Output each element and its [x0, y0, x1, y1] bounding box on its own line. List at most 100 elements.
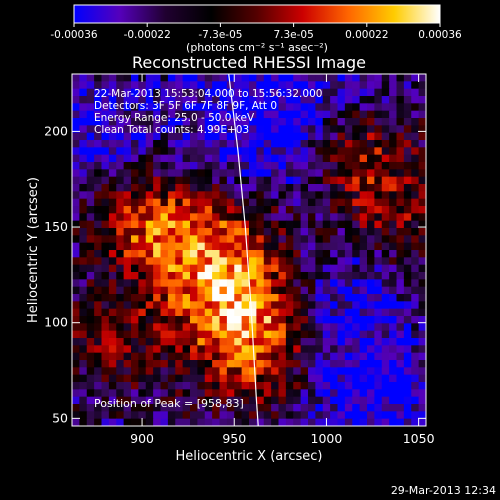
- heatmap-cell: [153, 264, 162, 273]
- heatmap-cell: [418, 132, 426, 141]
- heatmap-cell: [308, 323, 316, 332]
- heatmap-cell: [175, 169, 184, 178]
- heatmap-cell: [344, 81, 353, 90]
- heatmap-cell: [182, 330, 191, 339]
- heatmap-cell: [403, 389, 412, 398]
- heatmap-cell: [418, 103, 426, 112]
- heatmap-cell: [293, 279, 302, 288]
- heatmap-cell: [403, 367, 412, 376]
- heatmap-cell: [330, 132, 339, 141]
- heatmap-cell: [396, 367, 405, 376]
- heatmap-cell: [175, 294, 184, 302]
- heatmap-cell: [403, 345, 412, 354]
- heatmap-cell: [418, 147, 426, 156]
- heatmap-cell: [241, 125, 250, 134]
- heatmap-cell: [418, 257, 426, 266]
- heatmap-cell: [308, 382, 316, 390]
- heatmap-cell: [249, 162, 257, 170]
- heatmap-cell: [411, 125, 420, 134]
- heatmap-cell: [315, 374, 324, 383]
- heatmap-cell: [337, 330, 346, 339]
- heatmap-cell: [138, 257, 147, 266]
- heatmap-cell: [234, 367, 243, 376]
- heatmap-cell: [175, 396, 184, 405]
- heatmap-cell: [160, 374, 169, 383]
- heatmap-cell: [190, 360, 198, 368]
- heatmap-cell: [411, 96, 420, 104]
- heatmap-cell: [381, 323, 390, 332]
- heatmap-cell: [337, 286, 346, 295]
- heatmap-cell: [396, 418, 405, 426]
- heatmap-cell: [108, 389, 117, 398]
- heatmap-cell: [190, 411, 198, 420]
- heatmap-cell: [131, 206, 139, 214]
- heatmap-cell: [403, 103, 412, 112]
- heatmap-cell: [396, 242, 405, 251]
- heatmap-cell: [308, 308, 316, 317]
- heatmap-cell: [352, 74, 361, 82]
- heatmap-cell: [79, 352, 88, 361]
- heatmap-cell: [389, 206, 398, 214]
- heatmap-cell: [352, 389, 361, 398]
- heatmap-cell: [249, 411, 257, 420]
- heatmap-cell: [167, 301, 176, 310]
- heatmap-cell: [285, 404, 294, 412]
- heatmap-cell: [367, 110, 375, 119]
- heatmap-cell: [344, 338, 353, 346]
- heatmap-cell: [300, 382, 309, 390]
- heatmap-cell: [226, 213, 235, 222]
- heatmap-cell: [204, 264, 213, 273]
- heatmap-cell: [79, 88, 88, 97]
- heatmap-cell: [293, 242, 302, 251]
- heatmap-cell: [249, 418, 257, 426]
- heatmap-cell: [123, 338, 132, 346]
- heatmap-cell: [359, 411, 368, 420]
- heatmap-cell: [403, 382, 412, 390]
- heatmap-cell: [396, 389, 405, 398]
- heatmap-cell: [359, 125, 368, 134]
- heatmap-cell: [190, 323, 198, 332]
- heatmap-cell: [256, 220, 265, 229]
- heatmap-cell: [403, 140, 412, 148]
- heatmap-cell: [315, 74, 324, 82]
- heatmap-cell: [79, 81, 88, 90]
- heatmap-cell: [308, 169, 316, 178]
- heatmap-cell: [204, 279, 213, 288]
- heatmap-cell: [182, 316, 191, 324]
- heatmap-cell: [167, 286, 176, 295]
- heatmap-cell: [271, 360, 280, 368]
- heatmap-cell: [160, 389, 169, 398]
- heatmap-cell: [389, 191, 398, 200]
- heatmap-cell: [145, 96, 154, 104]
- heatmap-cell: [352, 338, 361, 346]
- heatmap-cell: [182, 213, 191, 222]
- heatmap-cell: [94, 360, 103, 368]
- heatmap-cell: [278, 257, 287, 266]
- heatmap-cell: [256, 235, 265, 244]
- heatmap-cell: [389, 404, 398, 412]
- heatmap-cell: [285, 286, 294, 295]
- heatmap-cell: [131, 257, 139, 266]
- heatmap-cell: [403, 308, 412, 317]
- heatmap-cell: [308, 338, 316, 346]
- heatmap-cell: [271, 404, 280, 412]
- heatmap-cell: [226, 162, 235, 170]
- heatmap-cell: [190, 110, 198, 119]
- heatmap-cell: [234, 169, 243, 178]
- heatmap-cell: [359, 250, 368, 258]
- heatmap-cell: [101, 118, 110, 126]
- heatmap-cell: [123, 220, 132, 229]
- heatmap-cell: [374, 213, 383, 222]
- heatmap-cell: [160, 235, 169, 244]
- heatmap-cell: [197, 169, 206, 178]
- heatmap-cell: [396, 184, 405, 192]
- heatmap-cell: [293, 308, 302, 317]
- info-line: Clean Total counts: 4.99E+03: [94, 124, 249, 136]
- heatmap-cell: [249, 367, 257, 376]
- heatmap-cell: [256, 140, 265, 148]
- heatmap-cell: [381, 374, 390, 383]
- heatmap-cell: [381, 213, 390, 222]
- heatmap-cell: [367, 257, 375, 266]
- heatmap-cell: [79, 235, 88, 244]
- heatmap-cell: [337, 88, 346, 97]
